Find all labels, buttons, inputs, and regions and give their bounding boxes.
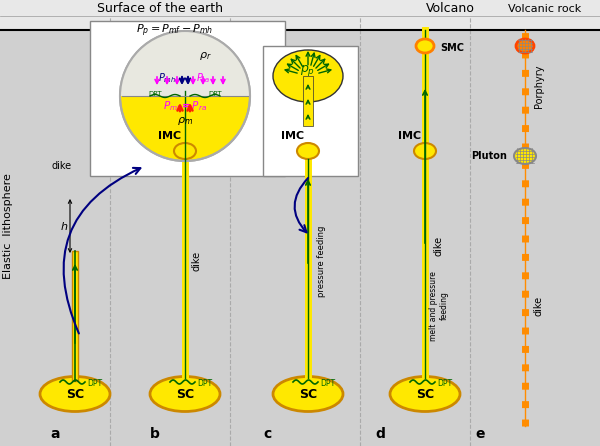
Ellipse shape: [40, 376, 110, 412]
Text: IMC: IMC: [281, 131, 305, 141]
Ellipse shape: [414, 143, 436, 159]
Text: SC: SC: [299, 388, 317, 401]
Text: $\rho_r$: $\rho_r$: [199, 50, 211, 62]
Text: DPT: DPT: [437, 380, 452, 388]
Text: e: e: [475, 427, 485, 441]
Text: Elastic  lithosphere: Elastic lithosphere: [3, 173, 13, 279]
Text: dike: dike: [52, 161, 72, 171]
Text: c: c: [264, 427, 272, 441]
Text: IMC: IMC: [398, 131, 422, 141]
Text: DPT: DPT: [197, 380, 212, 388]
Text: DPT: DPT: [208, 91, 222, 97]
Text: Pluton: Pluton: [471, 151, 507, 161]
Text: d: d: [375, 427, 385, 441]
Bar: [180, 96, 190, 161]
Text: $\boldsymbol{P_{ra}}$: $\boldsymbol{P_{ra}}$: [196, 71, 210, 85]
Text: Surface of the earth: Surface of the earth: [97, 3, 223, 16]
Text: $\rho_m$: $\rho_m$: [177, 115, 193, 127]
Bar: [303, 76, 313, 126]
Text: SMC: SMC: [440, 43, 464, 53]
Text: DPT: DPT: [320, 380, 335, 388]
FancyArrowPatch shape: [295, 178, 308, 232]
Text: $p_p$: $p_p$: [301, 63, 316, 78]
Text: b: b: [150, 427, 160, 441]
Bar: [0, 0, 600, 30]
Bar: [72, 251, 78, 381]
Text: Volcano: Volcano: [425, 3, 475, 16]
Bar: [90, 21, 285, 176]
Ellipse shape: [273, 50, 343, 102]
Wedge shape: [120, 31, 250, 96]
Ellipse shape: [150, 376, 220, 412]
Text: IMC: IMC: [158, 131, 182, 141]
Ellipse shape: [516, 39, 534, 53]
Ellipse shape: [416, 39, 434, 53]
FancyArrowPatch shape: [64, 168, 140, 334]
Ellipse shape: [297, 143, 319, 159]
Circle shape: [120, 31, 250, 161]
Text: dike: dike: [192, 251, 202, 271]
Text: $\boldsymbol{P_{mh}}$: $\boldsymbol{P_{mh}}$: [158, 71, 176, 85]
Text: $P_p=P_{mf}-P_{mh}$: $P_p=P_{mf}-P_{mh}$: [136, 23, 214, 39]
Ellipse shape: [273, 376, 343, 412]
Text: $\boldsymbol{P_{mf}=P_{ra}}$: $\boldsymbol{P_{mf}=P_{ra}}$: [163, 99, 207, 113]
Text: pressure feeding: pressure feeding: [317, 225, 326, 297]
Text: SC: SC: [66, 388, 84, 401]
Text: SC: SC: [176, 388, 194, 401]
Ellipse shape: [390, 376, 460, 412]
Text: DPT: DPT: [87, 380, 102, 388]
Text: dike: dike: [534, 296, 544, 316]
Text: melt and pressure
feeding: melt and pressure feeding: [430, 271, 449, 341]
Text: a: a: [50, 427, 60, 441]
Text: $h$: $h$: [60, 220, 68, 232]
Text: Porphyry: Porphyry: [534, 64, 544, 108]
Ellipse shape: [514, 148, 536, 164]
Text: DPT: DPT: [148, 91, 162, 97]
Text: dike: dike: [434, 236, 444, 256]
Text: SC: SC: [416, 388, 434, 401]
Bar: [263, 46, 358, 176]
Ellipse shape: [174, 143, 196, 159]
Text: Volcanic rock: Volcanic rock: [508, 4, 581, 14]
